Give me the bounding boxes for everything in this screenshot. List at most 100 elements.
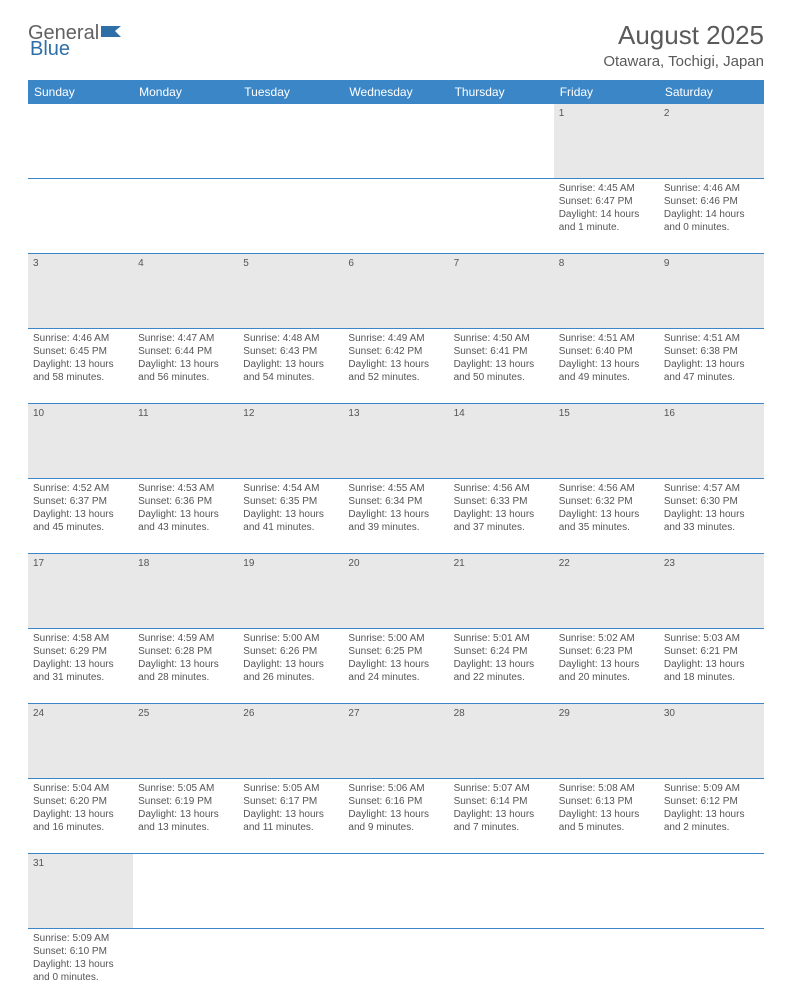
daynum-row: 3456789: [28, 254, 764, 329]
daylight-text: Daylight: 13 hours and 0 minutes.: [33, 958, 128, 984]
day-number: 10: [28, 404, 133, 479]
sunset-text: Sunset: 6:25 PM: [348, 645, 443, 658]
sunrise-text: Sunrise: 4:51 AM: [559, 332, 654, 345]
sunrise-text: Sunrise: 5:01 AM: [454, 632, 549, 645]
day-number: [343, 854, 448, 929]
sunset-text: Sunset: 6:42 PM: [348, 345, 443, 358]
sunrise-text: Sunrise: 4:48 AM: [243, 332, 338, 345]
sunrise-text: Sunrise: 5:09 AM: [33, 932, 128, 945]
day-cell: Sunrise: 5:00 AMSunset: 6:26 PMDaylight:…: [238, 629, 343, 704]
day-number: 5: [238, 254, 343, 329]
day-number: 15: [554, 404, 659, 479]
day-cell: [449, 929, 554, 1003]
sunrise-text: Sunrise: 5:05 AM: [138, 782, 233, 795]
day-number: 22: [554, 554, 659, 629]
day-number: 8: [554, 254, 659, 329]
day-number: 12: [238, 404, 343, 479]
day-number: 30: [659, 704, 764, 779]
day-cell: Sunrise: 5:08 AMSunset: 6:13 PMDaylight:…: [554, 779, 659, 854]
sunrise-text: Sunrise: 4:57 AM: [664, 482, 759, 495]
weekday-header: Monday: [133, 80, 238, 104]
page-title: August 2025: [603, 20, 764, 51]
daylight-text: Daylight: 13 hours and 41 minutes.: [243, 508, 338, 534]
sunrise-text: Sunrise: 4:50 AM: [454, 332, 549, 345]
weekday-header: Thursday: [449, 80, 554, 104]
day-cell: Sunrise: 4:56 AMSunset: 6:32 PMDaylight:…: [554, 479, 659, 554]
sunrise-text: Sunrise: 4:52 AM: [33, 482, 128, 495]
sunset-text: Sunset: 6:12 PM: [664, 795, 759, 808]
weekday-header: Wednesday: [343, 80, 448, 104]
day-number: 29: [554, 704, 659, 779]
sunset-text: Sunset: 6:23 PM: [559, 645, 654, 658]
day-cell: Sunrise: 4:46 AMSunset: 6:45 PMDaylight:…: [28, 329, 133, 404]
sunrise-text: Sunrise: 4:55 AM: [348, 482, 443, 495]
day-number: 28: [449, 704, 554, 779]
day-number: [28, 104, 133, 179]
day-number: [133, 104, 238, 179]
logo-text-blue: Blue: [30, 38, 70, 60]
day-cell: Sunrise: 5:09 AMSunset: 6:12 PMDaylight:…: [659, 779, 764, 854]
sunset-text: Sunset: 6:32 PM: [559, 495, 654, 508]
sunrise-text: Sunrise: 4:46 AM: [664, 182, 759, 195]
sunset-text: Sunset: 6:21 PM: [664, 645, 759, 658]
sunset-text: Sunset: 6:20 PM: [33, 795, 128, 808]
sunset-text: Sunset: 6:16 PM: [348, 795, 443, 808]
sunset-text: Sunset: 6:45 PM: [33, 345, 128, 358]
day-number: 19: [238, 554, 343, 629]
sunset-text: Sunset: 6:10 PM: [33, 945, 128, 958]
sunrise-text: Sunrise: 4:56 AM: [559, 482, 654, 495]
calendar-table: SundayMondayTuesdayWednesdayThursdayFrid…: [28, 80, 764, 1003]
daylight-text: Daylight: 13 hours and 18 minutes.: [664, 658, 759, 684]
daylight-text: Daylight: 13 hours and 28 minutes.: [138, 658, 233, 684]
flag-icon: [101, 20, 123, 43]
day-number: 4: [133, 254, 238, 329]
day-number: [238, 104, 343, 179]
sunrise-text: Sunrise: 5:00 AM: [348, 632, 443, 645]
daylight-text: Daylight: 13 hours and 50 minutes.: [454, 358, 549, 384]
sunset-text: Sunset: 6:14 PM: [454, 795, 549, 808]
day-cell: Sunrise: 4:49 AMSunset: 6:42 PMDaylight:…: [343, 329, 448, 404]
sunrise-text: Sunrise: 4:46 AM: [33, 332, 128, 345]
daylight-text: Daylight: 13 hours and 43 minutes.: [138, 508, 233, 534]
sunrise-text: Sunrise: 4:53 AM: [138, 482, 233, 495]
weekday-header: Saturday: [659, 80, 764, 104]
sunrise-text: Sunrise: 4:49 AM: [348, 332, 443, 345]
daylight-text: Daylight: 13 hours and 2 minutes.: [664, 808, 759, 834]
daynum-row: 10111213141516: [28, 404, 764, 479]
day-cell: Sunrise: 5:04 AMSunset: 6:20 PMDaylight:…: [28, 779, 133, 854]
day-cell: Sunrise: 5:05 AMSunset: 6:19 PMDaylight:…: [133, 779, 238, 854]
day-cell: [343, 929, 448, 1003]
sunset-text: Sunset: 6:28 PM: [138, 645, 233, 658]
sunset-text: Sunset: 6:30 PM: [664, 495, 759, 508]
day-cell: Sunrise: 5:00 AMSunset: 6:25 PMDaylight:…: [343, 629, 448, 704]
title-block: August 2025 Otawara, Tochigi, Japan: [603, 20, 764, 70]
day-number: [659, 854, 764, 929]
sunset-text: Sunset: 6:13 PM: [559, 795, 654, 808]
weekday-header-row: SundayMondayTuesdayWednesdayThursdayFrid…: [28, 80, 764, 104]
sunset-text: Sunset: 6:47 PM: [559, 195, 654, 208]
daylight-text: Daylight: 13 hours and 56 minutes.: [138, 358, 233, 384]
sunset-text: Sunset: 6:46 PM: [664, 195, 759, 208]
day-number: [238, 854, 343, 929]
day-number: 3: [28, 254, 133, 329]
daynum-row: 24252627282930: [28, 704, 764, 779]
day-cell: Sunrise: 4:58 AMSunset: 6:29 PMDaylight:…: [28, 629, 133, 704]
day-cell: Sunrise: 4:46 AMSunset: 6:46 PMDaylight:…: [659, 179, 764, 254]
daylight-text: Daylight: 13 hours and 52 minutes.: [348, 358, 443, 384]
sunset-text: Sunset: 6:24 PM: [454, 645, 549, 658]
day-number: 24: [28, 704, 133, 779]
day-cell: Sunrise: 4:47 AMSunset: 6:44 PMDaylight:…: [133, 329, 238, 404]
day-cell: [659, 929, 764, 1003]
day-cell: Sunrise: 5:09 AMSunset: 6:10 PMDaylight:…: [28, 929, 133, 1003]
header: General August 2025 Otawara, Tochigi, Ja…: [28, 20, 764, 70]
sunset-text: Sunset: 6:36 PM: [138, 495, 233, 508]
sunrise-text: Sunrise: 5:00 AM: [243, 632, 338, 645]
sunrise-text: Sunrise: 4:45 AM: [559, 182, 654, 195]
day-cell: Sunrise: 4:53 AMSunset: 6:36 PMDaylight:…: [133, 479, 238, 554]
daylight-text: Daylight: 13 hours and 9 minutes.: [348, 808, 443, 834]
sunset-text: Sunset: 6:17 PM: [243, 795, 338, 808]
sunset-text: Sunset: 6:40 PM: [559, 345, 654, 358]
daynum-row: 31: [28, 854, 764, 929]
daylight-text: Daylight: 13 hours and 11 minutes.: [243, 808, 338, 834]
daylight-text: Daylight: 13 hours and 33 minutes.: [664, 508, 759, 534]
